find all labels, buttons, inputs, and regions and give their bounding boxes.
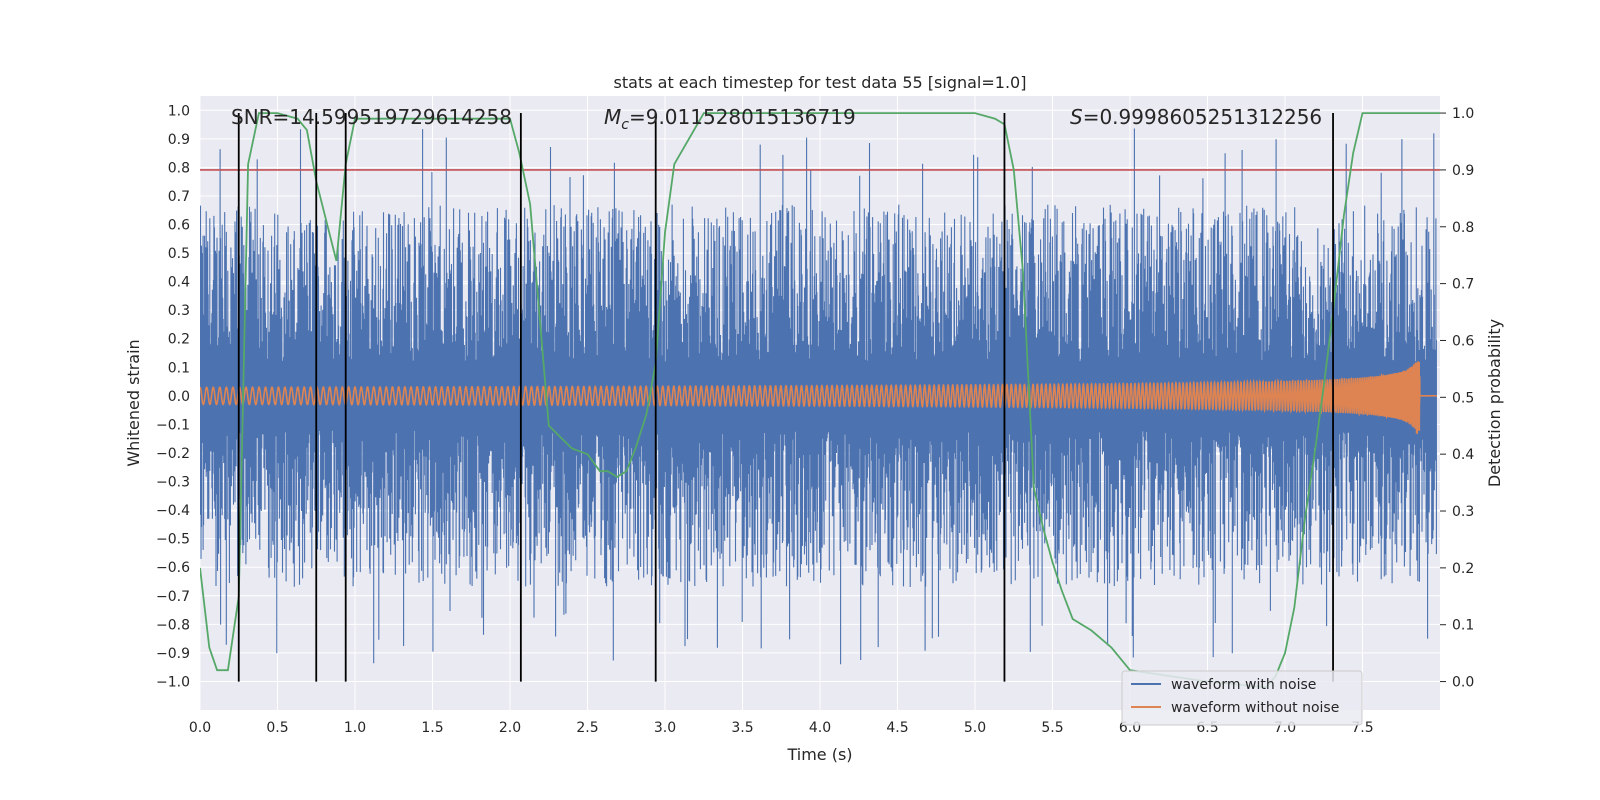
x-tick-label: 5.0 bbox=[964, 720, 986, 736]
y-tick-label: 0.2 bbox=[168, 332, 190, 348]
y-tick-label: 0.5 bbox=[168, 246, 190, 262]
x-tick-label: 0.0 bbox=[189, 720, 211, 736]
y-tick-label: 1.0 bbox=[168, 103, 190, 119]
clean-waveform bbox=[200, 361, 1437, 434]
legend: waveform with noise waveform without noi… bbox=[1121, 670, 1363, 726]
y-tick-label: −0.3 bbox=[156, 475, 190, 491]
chart-title: stats at each timestep for test data 55 … bbox=[614, 73, 1027, 92]
x-tick-label: 0.5 bbox=[266, 720, 288, 736]
noise-series bbox=[200, 128, 1437, 665]
right-tick-label: 0.4 bbox=[1452, 447, 1474, 463]
y-tick-label: −0.6 bbox=[156, 560, 190, 576]
legend-label-clean: waveform without noise bbox=[1171, 700, 1339, 716]
x-tick-label: 4.5 bbox=[886, 720, 908, 736]
x-tick-label: 3.5 bbox=[731, 720, 753, 736]
y-axis-label: Whitened strain bbox=[124, 339, 143, 466]
right-tick-label: 0.6 bbox=[1452, 333, 1474, 349]
right-tick-label: 0.1 bbox=[1452, 618, 1474, 634]
right-tick-label: 0.9 bbox=[1452, 163, 1474, 179]
vertical-lines bbox=[237, 113, 1334, 682]
y-tick-label: 0.4 bbox=[168, 275, 190, 291]
y-tick-label: 0.1 bbox=[168, 360, 190, 376]
x-tick-label: 4.0 bbox=[809, 720, 831, 736]
y-tick-labels: 1.0 0.9 0.8 0.7 0.6 0.5 0.4 0.3 0.2 0.1 0.0 −0.1 −0.… bbox=[156, 103, 190, 690]
x-tick-label: 3.0 bbox=[654, 720, 676, 736]
legend-label-noise: waveform with noise bbox=[1171, 677, 1316, 693]
plot-clip-group bbox=[200, 112, 1440, 689]
x-tick-label: 2.0 bbox=[499, 720, 521, 736]
mc-annotation: Mc=9.011528015136719 bbox=[604, 105, 856, 133]
y-tick-label: 0.9 bbox=[168, 132, 190, 148]
snr-annotation: SNR=14.599519729614258 bbox=[231, 105, 512, 129]
x-tick-label: 1.0 bbox=[344, 720, 366, 736]
y-tick-label: −1.0 bbox=[156, 674, 190, 690]
right-tick-label: 0.3 bbox=[1452, 504, 1474, 520]
y-tick-label: −0.5 bbox=[156, 532, 190, 548]
right-tick-label: 0.0 bbox=[1452, 675, 1474, 691]
y-tick-label: −0.4 bbox=[156, 503, 190, 519]
right-tick-label: 0.5 bbox=[1452, 390, 1474, 406]
y-tick-label: 0.8 bbox=[168, 160, 190, 176]
legend-box bbox=[1121, 670, 1363, 726]
y-tick-label: −0.2 bbox=[156, 446, 190, 462]
right-tick-label: 0.2 bbox=[1452, 561, 1474, 577]
x-axis-label: Time (s) bbox=[786, 745, 852, 764]
y-tick-label: 0.0 bbox=[168, 389, 190, 405]
y-tick-label: 0.7 bbox=[168, 189, 190, 205]
y-tick-label: −0.8 bbox=[156, 617, 190, 633]
noise-waveform bbox=[200, 128, 1437, 665]
clean-series bbox=[200, 361, 1437, 434]
x-tick-label: 5.5 bbox=[1041, 720, 1063, 736]
x-tick-labels: 0.0 0.5 1.0 1.5 2.0 2.5 3.0 3.5 4.0 4.5 5.0 5.5 6.0 6… bbox=[189, 720, 1374, 736]
detection-probability-line bbox=[200, 112, 1440, 689]
right-tick-label: 1.0 bbox=[1452, 106, 1474, 122]
right-tick-label: 0.7 bbox=[1452, 277, 1474, 293]
x-tick-label: 2.5 bbox=[576, 720, 598, 736]
x-tick-label: 1.5 bbox=[421, 720, 443, 736]
y-tick-label: −0.7 bbox=[156, 589, 190, 605]
right-tick-labels: 1.0 0.9 0.8 0.7 0.6 0.5 0.4 0.3 0.2 0.1 0.0 bbox=[1440, 106, 1474, 691]
s-annotation: S=0.9998605251312256 bbox=[1070, 105, 1322, 129]
right-tick-label: 0.8 bbox=[1452, 220, 1474, 236]
right-axis-label: Detection probability bbox=[1485, 319, 1504, 487]
y-tick-label: −0.9 bbox=[156, 646, 190, 662]
y-tick-label: 0.3 bbox=[168, 303, 190, 319]
y-tick-label: −0.1 bbox=[156, 417, 190, 433]
y-tick-label: 0.6 bbox=[168, 218, 190, 234]
probability-series bbox=[200, 112, 1440, 689]
